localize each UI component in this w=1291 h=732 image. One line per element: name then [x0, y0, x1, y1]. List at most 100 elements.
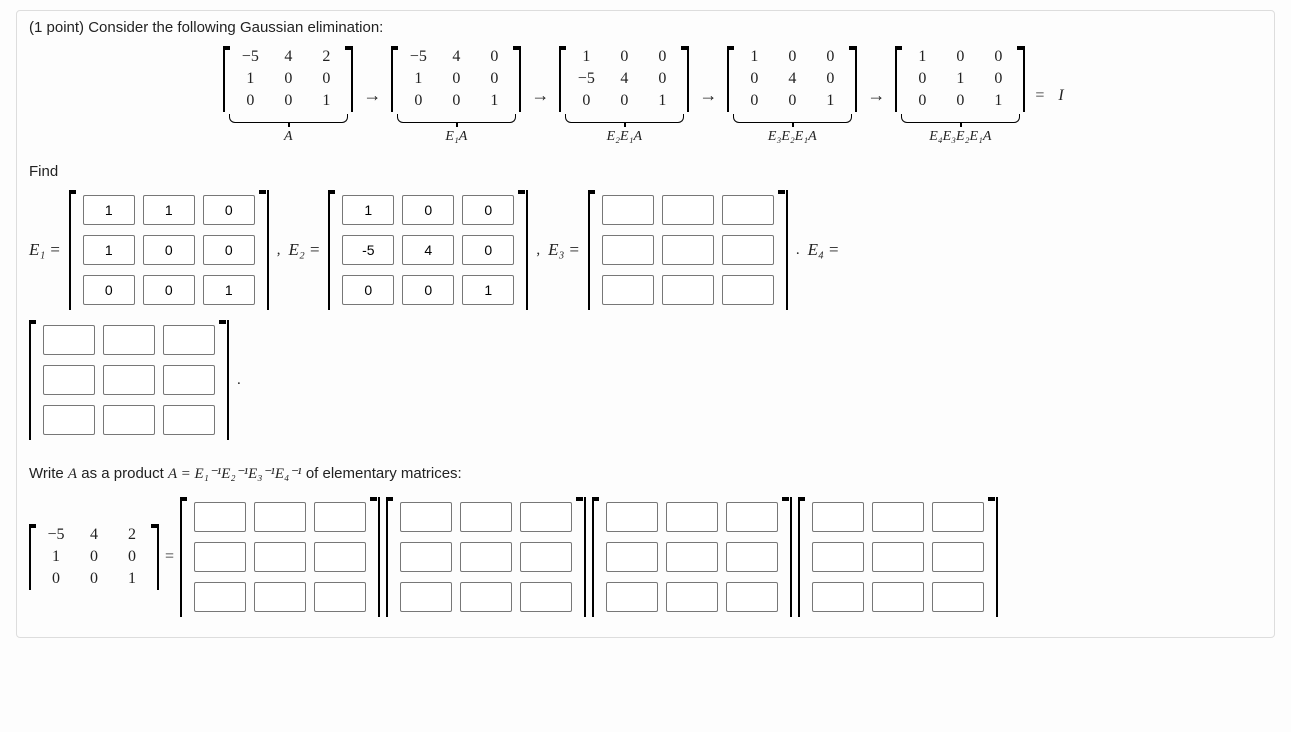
matrix-input-E3: [588, 190, 788, 310]
E4-input-2-1[interactable]: [103, 405, 155, 435]
E1-input-1-1[interactable]: [143, 235, 195, 265]
E2-input-0-0[interactable]: [342, 195, 394, 225]
matrix-A: −542 100 001: [223, 46, 353, 112]
identity-I: I: [1054, 66, 1067, 126]
E3inv-2-0[interactable]: [606, 582, 658, 612]
E4inv-1-2[interactable]: [932, 542, 984, 572]
matrix-input-E1inv: [180, 497, 380, 617]
E3inv-0-2[interactable]: [726, 502, 778, 532]
E4-input-0-1[interactable]: [103, 325, 155, 355]
E2inv-1-0[interactable]: [400, 542, 452, 572]
label-E1: E₁ =: [29, 240, 61, 260]
E1-input-0-0[interactable]: [83, 195, 135, 225]
E2-input-2-0[interactable]: [342, 275, 394, 305]
E3-input-1-2[interactable]: [722, 235, 774, 265]
matrix-E2E1A-wrap: 100 −540 001 E₂E₁A: [559, 46, 689, 145]
E2-input-1-1[interactable]: [402, 235, 454, 265]
matrix-E4E3E2E1A-wrap: 100 010 001 E₄E₃E₂E₁A: [895, 46, 1025, 145]
E1inv-0-2[interactable]: [314, 502, 366, 532]
E1inv-2-1[interactable]: [254, 582, 306, 612]
E4inv-0-0[interactable]: [812, 502, 864, 532]
E1-input-1-2[interactable]: [203, 235, 255, 265]
find-E-row: E₁ = , E₂ =: [29, 190, 1262, 310]
elimination-chain: −542 100 001 A → −540 100 001: [29, 46, 1262, 145]
matrix-E4E3E2E1A: 100 010 001: [895, 46, 1025, 112]
E3inv-0-1[interactable]: [666, 502, 718, 532]
product-row: −542 100 001 =: [29, 497, 1262, 617]
matrix-input-E4: [29, 320, 229, 440]
E3inv-0-0[interactable]: [606, 502, 658, 532]
E4-input-0-2[interactable]: [163, 325, 215, 355]
E1-input-2-0[interactable]: [83, 275, 135, 305]
problem-intro: (1 point) Consider the following Gaussia…: [29, 19, 1262, 36]
E1-input-2-1[interactable]: [143, 275, 195, 305]
E2-input-2-1[interactable]: [402, 275, 454, 305]
E4inv-1-1[interactable]: [872, 542, 924, 572]
E4-input-0-0[interactable]: [43, 325, 95, 355]
E1inv-1-1[interactable]: [254, 542, 306, 572]
label-E2E1A: E₂E₁A: [607, 129, 642, 145]
E4inv-2-1[interactable]: [872, 582, 924, 612]
E2-input-0-2[interactable]: [462, 195, 514, 225]
label-E3E2E1A: E₃E₂E₁A: [768, 129, 817, 145]
problem-container: (1 point) Consider the following Gaussia…: [16, 10, 1275, 638]
E2inv-0-0[interactable]: [400, 502, 452, 532]
label-E4: E₄ =: [808, 240, 840, 260]
E1inv-1-2[interactable]: [314, 542, 366, 572]
arrow-icon: →: [863, 66, 889, 126]
comma: ,: [536, 242, 540, 259]
E4inv-0-1[interactable]: [872, 502, 924, 532]
matrix-input-E3inv: [592, 497, 792, 617]
E2inv-2-0[interactable]: [400, 582, 452, 612]
E1-input-0-2[interactable]: [203, 195, 255, 225]
E4-input-2-2[interactable]: [163, 405, 215, 435]
E2-input-1-2[interactable]: [462, 235, 514, 265]
E4inv-1-0[interactable]: [812, 542, 864, 572]
E4inv-2-0[interactable]: [812, 582, 864, 612]
arrow-icon: →: [359, 66, 385, 126]
E3-input-2-1[interactable]: [662, 275, 714, 305]
matrix-E3E2E1A-wrap: 100 040 001 E₃E₂E₁A: [727, 46, 857, 145]
E2inv-1-1[interactable]: [460, 542, 512, 572]
E2-input-2-2[interactable]: [462, 275, 514, 305]
equals-sign: =: [1031, 66, 1048, 126]
E1inv-0-0[interactable]: [194, 502, 246, 532]
equals-sign: =: [165, 548, 174, 566]
E4-input-1-2[interactable]: [163, 365, 215, 395]
matrix-E1A: −540 100 001: [391, 46, 521, 112]
E4inv-0-2[interactable]: [932, 502, 984, 532]
matrix-A-wrap: −542 100 001 A: [223, 46, 353, 145]
E3-input-1-0[interactable]: [602, 235, 654, 265]
E1inv-0-1[interactable]: [254, 502, 306, 532]
E1inv-2-0[interactable]: [194, 582, 246, 612]
E2inv-0-1[interactable]: [460, 502, 512, 532]
E4-input-1-0[interactable]: [43, 365, 95, 395]
E2inv-0-2[interactable]: [520, 502, 572, 532]
E2inv-2-1[interactable]: [460, 582, 512, 612]
E3-input-1-1[interactable]: [662, 235, 714, 265]
E4-input-2-0[interactable]: [43, 405, 95, 435]
E1inv-1-0[interactable]: [194, 542, 246, 572]
E4inv-2-2[interactable]: [932, 582, 984, 612]
E4-input-1-1[interactable]: [103, 365, 155, 395]
E2inv-2-2[interactable]: [520, 582, 572, 612]
E3inv-1-1[interactable]: [666, 542, 718, 572]
E3inv-1-2[interactable]: [726, 542, 778, 572]
matrix-E1A-wrap: −540 100 001 E₁A: [391, 46, 521, 145]
E1-input-2-2[interactable]: [203, 275, 255, 305]
E2-input-0-1[interactable]: [402, 195, 454, 225]
E2inv-1-2[interactable]: [520, 542, 572, 572]
E1-input-0-1[interactable]: [143, 195, 195, 225]
E3inv-2-2[interactable]: [726, 582, 778, 612]
period: .: [237, 372, 241, 389]
E2-input-1-0[interactable]: [342, 235, 394, 265]
E3-input-0-0[interactable]: [602, 195, 654, 225]
E3-input-2-0[interactable]: [602, 275, 654, 305]
E3inv-2-1[interactable]: [666, 582, 718, 612]
E1-input-1-0[interactable]: [83, 235, 135, 265]
E3-input-0-2[interactable]: [722, 195, 774, 225]
E3-input-0-1[interactable]: [662, 195, 714, 225]
E3-input-2-2[interactable]: [722, 275, 774, 305]
E3inv-1-0[interactable]: [606, 542, 658, 572]
E1inv-2-2[interactable]: [314, 582, 366, 612]
